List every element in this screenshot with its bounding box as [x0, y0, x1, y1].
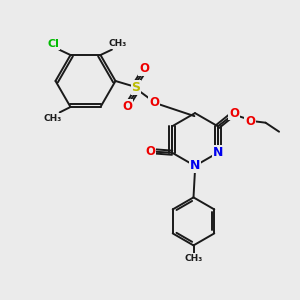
Text: O: O [229, 106, 239, 120]
Text: O: O [139, 62, 149, 76]
Text: O: O [245, 115, 255, 128]
Text: O: O [122, 100, 133, 113]
Text: O: O [149, 96, 159, 109]
Text: N: N [190, 159, 200, 172]
Text: CH₃: CH₃ [44, 114, 62, 123]
Text: CH₃: CH₃ [184, 254, 202, 263]
Text: O: O [146, 145, 155, 158]
Text: S: S [131, 81, 140, 94]
Text: Cl: Cl [48, 39, 60, 49]
Text: CH₃: CH₃ [109, 39, 127, 48]
Text: N: N [213, 146, 223, 159]
